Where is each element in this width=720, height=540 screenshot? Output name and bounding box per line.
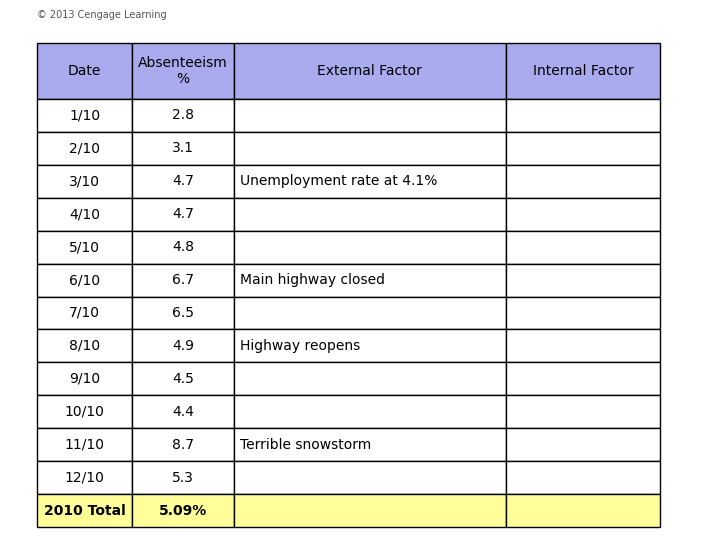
Bar	[234, 362, 506, 395]
Text: 4.8: 4.8	[172, 240, 194, 254]
Text: 8.7: 8.7	[172, 438, 194, 451]
Bar	[234, 296, 506, 329]
Text: 2/10: 2/10	[69, 141, 100, 156]
Bar	[132, 461, 234, 494]
Bar	[506, 395, 660, 428]
Text: 8/10: 8/10	[69, 339, 100, 353]
Text: 12/10: 12/10	[65, 471, 104, 484]
Bar	[506, 461, 660, 494]
Bar	[37, 165, 132, 198]
Bar	[506, 198, 660, 231]
Bar	[132, 198, 234, 231]
Bar	[132, 362, 234, 395]
Bar	[37, 329, 132, 362]
Bar	[234, 428, 506, 461]
Text: 11/10: 11/10	[65, 438, 104, 451]
Bar	[506, 362, 660, 395]
Bar	[506, 231, 660, 264]
Text: 10/10: 10/10	[65, 405, 104, 418]
Bar	[132, 494, 234, 527]
Text: Highway reopens: Highway reopens	[240, 339, 360, 353]
Bar	[37, 99, 132, 132]
Bar	[506, 99, 660, 132]
Bar	[506, 43, 660, 99]
Bar	[132, 99, 234, 132]
Bar	[506, 132, 660, 165]
Bar	[37, 428, 132, 461]
Bar	[234, 231, 506, 264]
Bar	[234, 99, 506, 132]
Bar	[506, 494, 660, 527]
Text: 1/10: 1/10	[69, 109, 100, 123]
Bar	[132, 264, 234, 296]
Text: 5.09%: 5.09%	[159, 503, 207, 517]
Text: 6/10: 6/10	[69, 273, 100, 287]
Bar	[37, 362, 132, 395]
Bar	[37, 296, 132, 329]
Bar	[132, 43, 234, 99]
Text: Date: Date	[68, 64, 102, 78]
Bar	[132, 165, 234, 198]
Bar	[234, 461, 506, 494]
Bar	[132, 395, 234, 428]
Text: 3.1: 3.1	[172, 141, 194, 156]
Text: 2010 Total: 2010 Total	[44, 503, 125, 517]
Bar	[132, 296, 234, 329]
Bar	[234, 264, 506, 296]
Bar	[37, 132, 132, 165]
Bar	[506, 329, 660, 362]
Bar	[506, 296, 660, 329]
Text: Main highway closed: Main highway closed	[240, 273, 384, 287]
Bar	[132, 132, 234, 165]
Text: 4.5: 4.5	[172, 372, 194, 386]
Text: Terrible snowstorm: Terrible snowstorm	[240, 438, 371, 451]
Text: Absenteeism
%: Absenteeism %	[138, 56, 228, 86]
Text: 6.7: 6.7	[172, 273, 194, 287]
Bar	[37, 198, 132, 231]
Bar	[37, 231, 132, 264]
Text: 4.9: 4.9	[172, 339, 194, 353]
Bar	[234, 132, 506, 165]
Text: 6.5: 6.5	[172, 306, 194, 320]
Text: 5/10: 5/10	[69, 240, 100, 254]
Bar	[506, 264, 660, 296]
Text: 4/10: 4/10	[69, 207, 100, 221]
Bar	[506, 428, 660, 461]
Bar	[37, 461, 132, 494]
Text: Internal Factor: Internal Factor	[533, 64, 634, 78]
Bar	[234, 165, 506, 198]
Bar	[234, 43, 506, 99]
Text: External Factor: External Factor	[318, 64, 423, 78]
Bar	[506, 165, 660, 198]
Bar	[37, 43, 132, 99]
Text: © 2013 Cengage Learning: © 2013 Cengage Learning	[37, 10, 166, 20]
Text: 4.4: 4.4	[172, 405, 194, 418]
Bar	[37, 494, 132, 527]
Bar	[132, 428, 234, 461]
Text: 2.8: 2.8	[172, 109, 194, 123]
Text: 3/10: 3/10	[69, 174, 100, 188]
Bar	[37, 264, 132, 296]
Text: 5.3: 5.3	[172, 471, 194, 484]
Bar	[234, 494, 506, 527]
Bar	[132, 329, 234, 362]
Bar	[132, 231, 234, 264]
Text: 7/10: 7/10	[69, 306, 100, 320]
Bar	[234, 329, 506, 362]
Text: Unemployment rate at 4.1%: Unemployment rate at 4.1%	[240, 174, 437, 188]
Bar	[234, 395, 506, 428]
Text: 4.7: 4.7	[172, 207, 194, 221]
Text: 9/10: 9/10	[69, 372, 100, 386]
Bar	[37, 395, 132, 428]
Bar	[234, 198, 506, 231]
Text: 4.7: 4.7	[172, 174, 194, 188]
